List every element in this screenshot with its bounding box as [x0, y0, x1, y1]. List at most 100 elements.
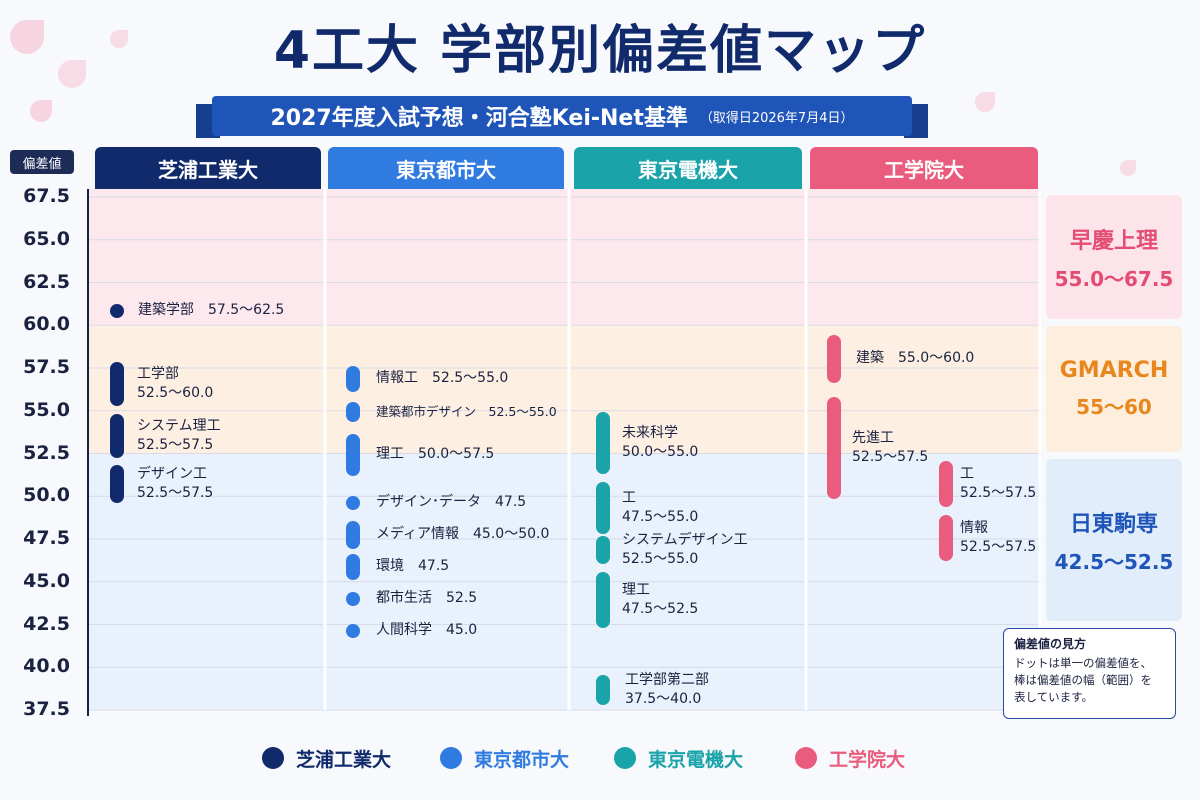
range-bar: [346, 366, 360, 392]
range-bar: [827, 335, 841, 383]
legend-dot-icon: [795, 747, 817, 769]
subtitle: 2027年度入試予想・河合塾Kei-Net基準: [270, 106, 688, 131]
university-header: 工学院大: [810, 147, 1038, 189]
faculty-range: 52.5〜57.5: [137, 485, 214, 501]
page-title: 4工大 学部別偏差値マップ: [273, 21, 927, 81]
faculty-name: 工: [622, 490, 636, 506]
range-bar: [346, 402, 360, 422]
faculty-name: 未来科学: [622, 425, 678, 441]
value-dot: [110, 304, 124, 318]
range-bar: [346, 434, 360, 476]
faculty-label: 理工 47.5〜52.5: [622, 581, 698, 619]
value-dot: [346, 592, 360, 606]
faculty-label: 都市生活 52.5: [376, 590, 478, 606]
subtitle-ribbon: 2027年度入試予想・河合塾Kei-Net基準 （取得日2026年7月4日）: [212, 96, 912, 136]
note-line: 棒は偏差値の幅（範囲）を: [1014, 673, 1152, 687]
faculty-label: システムデザイン工 52.5〜55.0: [622, 531, 748, 569]
note-line: 表しています。: [1014, 690, 1094, 704]
university-header: 東京都市大: [328, 147, 564, 189]
faculty-label: デザイン･データ 47.5: [376, 494, 527, 510]
value-dot: [346, 624, 360, 638]
range-bar: [110, 414, 124, 458]
blossom-decoration: [10, 20, 44, 54]
faculty-label: 情報工 52.5〜55.0: [376, 370, 509, 386]
tier-range: 55〜60: [1076, 395, 1152, 419]
blossom-decoration: [30, 100, 52, 122]
university-header: 芝浦工業大: [95, 147, 321, 189]
tier-name: 早慶上理: [1069, 228, 1158, 254]
legend-label: 東京都市大: [474, 748, 570, 771]
faculty-label: 建築都市デザイン 52.5〜55.0: [376, 404, 557, 419]
faculty-range: 52.5〜57.5: [852, 449, 929, 465]
range-bar: [346, 554, 360, 580]
legend-label: 芝浦工業大: [296, 748, 392, 771]
faculty-label: デザイン工 52.5〜57.5: [137, 465, 213, 503]
faculty-range: 47.5〜55.0: [622, 509, 699, 525]
blossom-decoration: [110, 30, 128, 48]
band-mid-tier: [88, 325, 1042, 454]
faculty-label: 工学部 52.5〜60.0: [137, 365, 213, 403]
y-tick-label: 65.0: [23, 227, 70, 250]
faculty-name: システム理工: [137, 418, 221, 434]
faculty-range: 52.5〜57.5: [960, 485, 1037, 501]
faculty-label: システム理工 52.5〜57.5: [137, 417, 221, 455]
legend-dot-icon: [614, 747, 636, 769]
faculty-name: デザイン工: [137, 466, 207, 482]
faculty-name: 工学部: [137, 366, 179, 382]
subtitle-date-note: （取得日2026年7月4日）: [699, 110, 854, 126]
faculty-range: 37.5〜40.0: [625, 691, 702, 707]
y-tick-label: 55.0: [23, 398, 70, 421]
y-tick-label: 47.5: [23, 527, 70, 549]
y-tick-label: 52.5: [23, 441, 70, 464]
legend-item: 工学院大: [795, 745, 905, 771]
faculty-label: 情報 52.5〜57.5: [960, 519, 1036, 557]
faculty-name: 情報: [960, 520, 988, 536]
faculty-range: 52.5〜57.5: [137, 437, 214, 453]
faculty-label: 工 47.5〜55.0: [622, 489, 698, 527]
y-axis-unit-label: 偏差値: [10, 150, 74, 174]
range-bar: [346, 521, 360, 549]
y-tick-label: 42.5: [23, 612, 70, 635]
faculty-label: 理工 50.0〜57.5: [376, 446, 495, 462]
university-header: 東京電機大: [574, 147, 802, 189]
y-tick-label: 67.5: [23, 185, 70, 207]
y-tick-label: 50.0: [23, 484, 70, 507]
faculty-label: 先進工 52.5〜57.5: [852, 429, 928, 467]
faculty-range: 47.5〜52.5: [622, 601, 699, 617]
legend-item: 東京都市大: [440, 745, 569, 771]
range-bar: [939, 461, 953, 507]
range-bar: [110, 362, 124, 406]
faculty-name: 理工: [622, 582, 650, 598]
faculty-name: 工: [960, 466, 974, 482]
note-line: ドットは単一の偏差値を、: [1014, 656, 1152, 670]
y-tick-label: 57.5: [23, 356, 70, 378]
tier-range: 42.5〜52.5: [1054, 549, 1174, 574]
blossom-decoration: [975, 92, 995, 112]
legend-dot-icon: [262, 747, 284, 769]
faculty-range: 50.0〜55.0: [622, 444, 699, 460]
range-bar: [596, 536, 610, 564]
note-title: 偏差値の見方: [1014, 637, 1087, 651]
legend-dot-icon: [440, 747, 462, 769]
faculty-label: 建築学部 57.5〜62.5: [138, 302, 285, 318]
blossom-decoration: [1120, 160, 1136, 176]
tier-range: 55.0〜67.5: [1054, 266, 1174, 291]
faculty-range: 52.5〜60.0: [137, 385, 214, 401]
tier-name: 日東駒専: [1069, 511, 1158, 537]
tier-panel: 早慶上理 55.0〜67.5: [1046, 195, 1182, 319]
y-tick-label: 62.5: [23, 270, 70, 293]
faculty-range: 52.5〜57.5: [960, 539, 1037, 555]
legend-label: 東京電機大: [648, 748, 744, 771]
range-bar: [596, 412, 610, 474]
range-bar: [110, 465, 124, 503]
faculty-label: 建築 55.0〜60.0: [856, 350, 975, 366]
faculty-name: システムデザイン工: [622, 532, 748, 548]
faculty-name: 先進工: [852, 430, 894, 446]
y-tick-label: 40.0: [23, 655, 70, 678]
faculty-label: 環境 47.5: [376, 558, 450, 574]
tier-panel: 日東駒専 42.5〜52.5: [1046, 459, 1182, 621]
faculty-label: 工 52.5〜57.5: [960, 465, 1036, 503]
legend-label: 工学院大: [829, 748, 906, 771]
